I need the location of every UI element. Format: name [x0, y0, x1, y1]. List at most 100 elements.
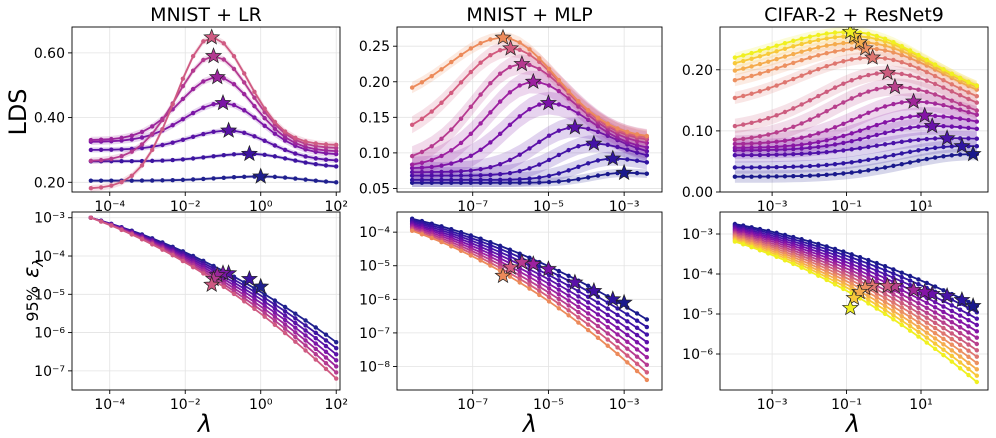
- series-point: [966, 117, 971, 123]
- series-point: [293, 311, 298, 316]
- series-point: [334, 358, 339, 363]
- series-point: [741, 165, 746, 170]
- series-point: [882, 264, 888, 269]
- series-point: [190, 68, 196, 73]
- series-point: [791, 261, 796, 267]
- series-point: [749, 141, 754, 146]
- series-point: [832, 149, 838, 154]
- series-band: [734, 51, 977, 104]
- series-point: [468, 253, 474, 258]
- series-point: [774, 139, 779, 144]
- series-point: [507, 90, 513, 95]
- series-point: [585, 107, 591, 113]
- series-point: [313, 156, 318, 161]
- series-point: [566, 168, 571, 173]
- series-point: [507, 122, 513, 128]
- series-point: [824, 109, 829, 114]
- series-point: [932, 299, 938, 305]
- series-point: [766, 68, 771, 74]
- series-point: [874, 143, 879, 148]
- series-point: [556, 102, 562, 107]
- series-point: [974, 83, 980, 89]
- series-point: [807, 98, 813, 103]
- series-point: [774, 164, 779, 170]
- series-point: [546, 294, 552, 300]
- series-point: [507, 254, 513, 259]
- series-point: [766, 144, 771, 150]
- x-tick-label: 10⁻³: [609, 199, 640, 215]
- y-tick-label: 0.10: [359, 146, 390, 162]
- series-point: [974, 373, 980, 378]
- series-point: [180, 258, 186, 264]
- series-point: [907, 319, 913, 324]
- optimum-star: [841, 27, 859, 40]
- series-point: [882, 130, 888, 136]
- series-point: [409, 153, 415, 159]
- series-point: [546, 173, 552, 179]
- series-point: [891, 300, 896, 305]
- series-point: [966, 354, 971, 359]
- series-point: [841, 258, 846, 264]
- series-point: [916, 277, 921, 282]
- series-point: [242, 108, 247, 113]
- series-point: [916, 305, 921, 311]
- series-point: [527, 180, 532, 185]
- series-point: [129, 137, 134, 142]
- series-point: [313, 346, 318, 352]
- series-point: [749, 56, 754, 61]
- series-point: [916, 334, 921, 339]
- series-point: [974, 341, 980, 347]
- series-point: [841, 40, 846, 46]
- series-point: [891, 271, 896, 276]
- series-point: [323, 361, 329, 366]
- series-point: [527, 166, 532, 171]
- series-point: [824, 36, 829, 41]
- y-tick-label: 10⁻⁷: [34, 364, 65, 380]
- series-point: [211, 101, 216, 107]
- x-tick-label: 10¹: [909, 397, 932, 413]
- x-tick-label: 10⁻⁴: [94, 397, 125, 413]
- series-point: [468, 177, 474, 183]
- series-point: [201, 79, 206, 84]
- series-band: [90, 74, 337, 155]
- series-point: [849, 147, 854, 152]
- series-point: [313, 147, 318, 152]
- series-point: [899, 52, 904, 58]
- series-point: [272, 154, 278, 159]
- series-point: [766, 45, 771, 51]
- series-point: [932, 145, 938, 151]
- y-tick-label: 10⁻⁶: [682, 347, 713, 363]
- series-point: [303, 348, 308, 353]
- series-point: [537, 280, 542, 285]
- series-point: [439, 163, 444, 168]
- series-point: [957, 360, 963, 365]
- series-point: [882, 56, 888, 61]
- series-point: [488, 172, 493, 178]
- series-point: [866, 279, 871, 284]
- series-point: [866, 294, 871, 299]
- series-point: [585, 126, 591, 132]
- series-point: [916, 301, 921, 306]
- series-point: [907, 296, 913, 301]
- series-point: [874, 264, 879, 270]
- y-tick-label: 0.00: [682, 185, 713, 201]
- series-point: [566, 313, 571, 318]
- series-point: [334, 339, 339, 345]
- series-point: [439, 67, 444, 72]
- series-point: [242, 299, 247, 304]
- series-point: [439, 169, 444, 175]
- series-point: [517, 177, 522, 182]
- series-point: [537, 175, 542, 180]
- series-point: [757, 248, 763, 253]
- series-point: [741, 122, 746, 127]
- series-point: [88, 178, 94, 183]
- series-point: [488, 177, 493, 183]
- panel-5: 10⁻⁷ 10⁻⁵ 10⁻³ 10⁻⁴ 10⁻⁵ 10⁻⁶ 10⁻⁷ 10⁻⁸: [359, 211, 663, 413]
- series-point: [807, 141, 813, 146]
- series-point: [949, 115, 955, 120]
- y-tick-label: 0.20: [682, 63, 713, 79]
- series-point: [732, 165, 738, 170]
- series-point: [644, 332, 650, 337]
- series-point: [907, 55, 913, 61]
- optimum-star: [566, 118, 584, 135]
